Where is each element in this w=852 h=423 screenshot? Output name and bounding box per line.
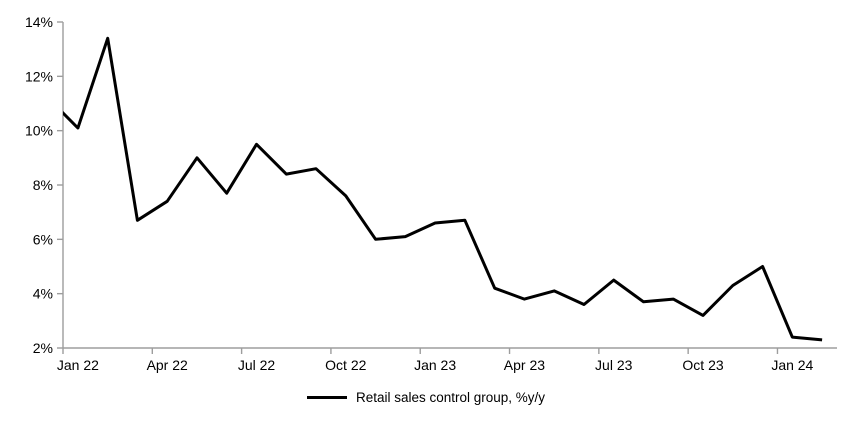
y-tick-label: 4%: [33, 286, 53, 302]
x-tick-label: Jan 23: [414, 357, 456, 373]
y-tick-label: 2%: [33, 340, 53, 356]
legend-line-swatch: [306, 395, 347, 399]
x-tick-label: Jul 23: [595, 357, 633, 373]
x-tick-label: Jan 24: [771, 357, 813, 373]
x-tick-label: Apr 22: [147, 357, 188, 373]
y-tick-label: 14%: [25, 14, 53, 30]
y-tick-label: 10%: [25, 123, 53, 139]
x-tick-label: Oct 23: [682, 357, 723, 373]
y-tick-label: 8%: [33, 177, 53, 193]
x-tick-label: Apr 23: [504, 357, 545, 373]
x-tick-label: Jul 22: [238, 357, 276, 373]
chart-legend: Retail sales control group, %y/y: [0, 387, 852, 407]
legend-label: Retail sales control group, %y/y: [355, 389, 546, 405]
y-tick-label: 6%: [33, 231, 53, 247]
data-line: [63, 36, 823, 342]
x-tick-label: Oct 22: [325, 357, 366, 373]
x-tick-label: Jan 22: [57, 357, 99, 373]
y-tick-label: 12%: [25, 68, 53, 84]
